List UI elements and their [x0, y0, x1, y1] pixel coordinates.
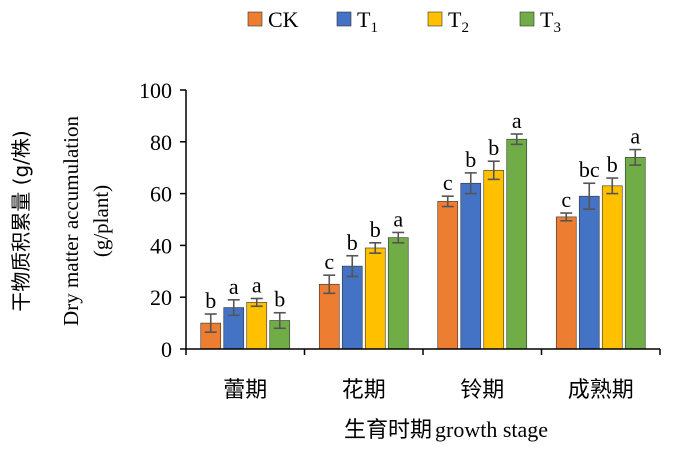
bar [578, 195, 600, 350]
significance-letter: b [347, 230, 358, 255]
bar [506, 138, 528, 350]
bar [555, 216, 577, 350]
significance-letter: b [370, 217, 381, 242]
bar [624, 157, 646, 350]
y-tick-label: 100 [139, 78, 172, 103]
significance-letter: c [443, 170, 453, 195]
y-tick-label: 0 [161, 337, 172, 362]
legend-label: T2 [448, 7, 469, 36]
legend: CK T1 T2 T3 [247, 7, 561, 36]
y-tick-label: 40 [150, 233, 172, 258]
bar [341, 265, 363, 350]
bar [601, 185, 623, 350]
legend-label: CK [268, 7, 299, 32]
significance-letter: a [252, 272, 262, 297]
significance-letter: a [393, 206, 403, 231]
bar [460, 182, 482, 350]
significance-letter: a [229, 274, 239, 299]
significance-letter: a [512, 108, 522, 133]
y-axis-label-en-line2: (g/plant) [89, 185, 113, 257]
legend-swatch [247, 11, 263, 27]
y-tick-label: 60 [150, 182, 172, 207]
x-tick-label: 成熟期 [568, 378, 634, 403]
significance-letter: bc [579, 157, 600, 182]
significance-letter: c [324, 249, 334, 274]
bar [364, 247, 386, 350]
significance-letter: b [465, 147, 476, 172]
significance-letter: b [488, 135, 499, 160]
bar [387, 237, 409, 350]
significance-letter: b [205, 288, 216, 313]
bar [246, 302, 268, 350]
significance-letter: a [630, 124, 640, 149]
x-axis-label-en: growth stage [435, 417, 548, 442]
x-tick-label: 花期 [342, 378, 386, 403]
legend-swatch [519, 11, 535, 27]
y-tick-label: 80 [150, 130, 172, 155]
y-tick-label: 20 [150, 285, 172, 310]
y-axis: 0 20 40 60 80 100 [139, 78, 187, 362]
y-axis-label: 干物质积累量 (g/株) Dry matter accumulation (g/… [9, 116, 113, 326]
y-axis-label-en-line1: Dry matter accumulation [59, 116, 83, 326]
bar [483, 169, 505, 350]
bar [437, 201, 459, 350]
x-axis-label-cn: 生育时期 [344, 418, 432, 443]
significance-letter: b [607, 152, 618, 177]
x-tick-label: 蕾期 [223, 378, 267, 403]
x-tick-label: 铃期 [460, 378, 504, 403]
significance-letter: c [561, 187, 571, 212]
y-axis-label-cn: 干物质积累量 (g/株) [9, 130, 33, 311]
legend-swatch [427, 11, 443, 27]
x-axis: 蕾期 花期 铃期 成熟期 [185, 348, 661, 403]
legend-swatch [336, 11, 352, 27]
x-axis-label: 生育时期 growth stage [344, 417, 548, 443]
legend-label: T1 [357, 7, 378, 36]
significance-letter: b [274, 287, 285, 312]
legend-label: T3 [540, 7, 561, 36]
